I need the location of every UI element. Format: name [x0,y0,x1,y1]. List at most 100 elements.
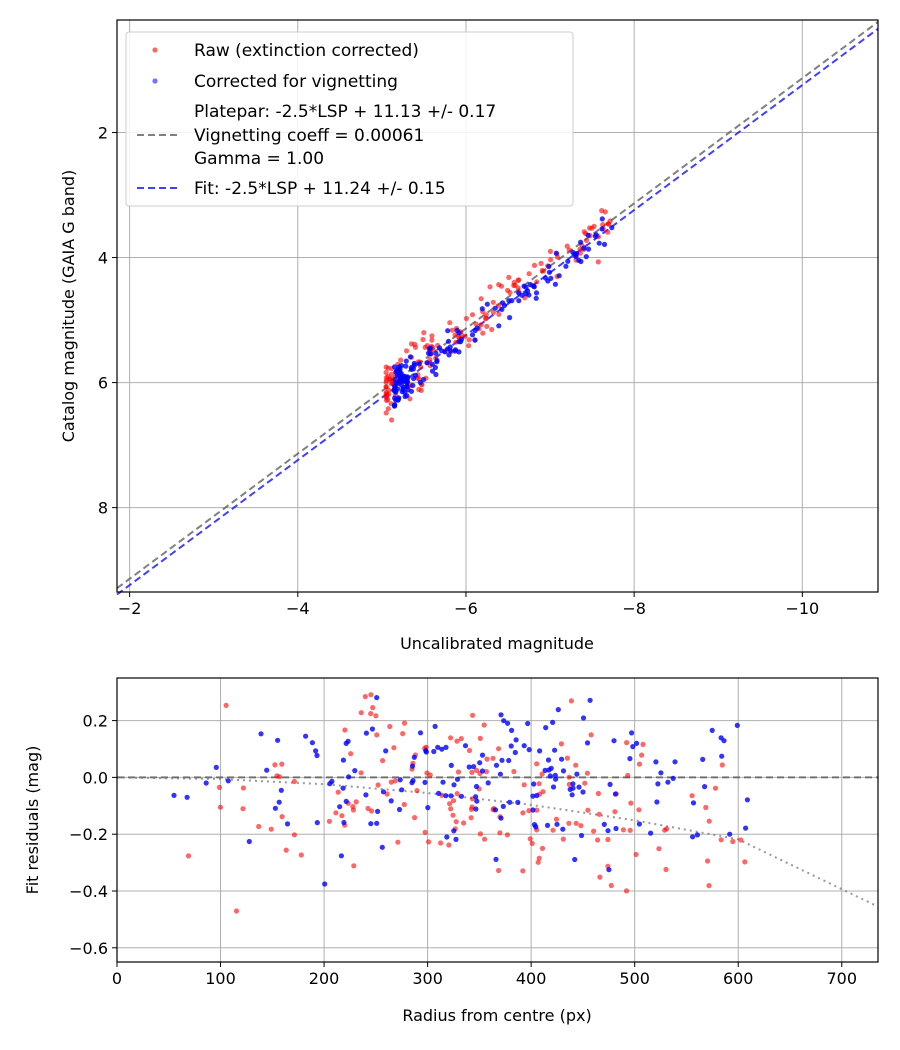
data-point [461,820,467,826]
data-point [497,771,503,777]
data-point [427,345,433,351]
data-point [584,770,591,776]
data-point [353,799,359,805]
data-point [612,809,618,815]
data-point [627,827,633,833]
data-point [443,744,449,751]
data-point [690,800,697,806]
data-point [607,218,613,224]
data-point [225,778,231,784]
data-point [591,828,597,834]
data-point [539,845,546,852]
data-point [379,844,385,850]
x-tick-label: 0 [112,969,122,988]
data-point [509,727,515,734]
data-point [533,290,540,296]
data-point [474,325,480,331]
bottom-grid [116,678,878,962]
legend-fit-label: Fit: -2.5*LSP + 11.24 +/- 0.15 [194,179,446,199]
data-point [348,751,354,757]
data-point [483,769,489,775]
data-point [291,832,297,838]
data-point [373,713,379,719]
data-point [448,735,454,741]
data-point [425,805,431,811]
data-point [409,763,416,769]
data-point [487,284,493,290]
data-point [283,847,289,853]
data-point [446,842,452,848]
data-point [449,327,455,333]
data-point [333,810,339,816]
data-point [469,332,476,338]
data-point [429,333,435,339]
data-point [369,726,375,732]
data-point [358,710,364,716]
data-point [553,816,560,822]
data-point [694,832,701,838]
data-point [340,757,346,763]
data-point [339,813,345,819]
data-point [513,737,519,743]
data-point [512,749,518,756]
data-point [515,285,521,291]
top-x-axis-label: Uncalibrated magnitude [400,634,594,653]
data-point [573,820,579,826]
data-point [233,908,240,914]
data-point [634,740,640,747]
data-point [533,295,539,301]
data-point [578,823,584,829]
data-point [474,767,480,774]
data-point [595,259,601,265]
data-point [389,417,395,423]
data-point [526,808,532,814]
data-point [504,832,510,838]
data-point [482,836,488,842]
data-point [454,327,460,333]
data-point [401,720,408,726]
y-tick-label: 4 [98,249,108,268]
data-point [474,798,480,804]
data-point [479,752,486,758]
data-point [490,755,496,761]
data-point [534,761,540,767]
data-point [397,777,403,783]
data-point [506,757,512,764]
data-point [375,808,381,815]
data-point [483,312,489,318]
data-point [184,794,190,800]
data-point [404,348,410,354]
data-point [496,867,502,874]
data-point [665,779,671,785]
data-point [507,315,513,321]
data-point [628,800,634,806]
data-point [719,753,725,759]
data-point [596,811,602,817]
data-point [744,797,751,803]
data-point [602,209,608,215]
data-point [705,858,711,864]
data-point [672,759,678,765]
data-point [550,784,557,790]
data-point [429,361,435,367]
data-point [587,697,593,703]
data-point [742,859,748,865]
data-point [383,379,389,385]
magnitude-calibration-chart: −2 −4 −6 −8 −10 2 4 6 8 Raw (extinction correcte… [59,19,879,653]
data-point [498,815,504,821]
legend-platepar-label-line3: Gamma = 1.00 [194,149,324,169]
data-point [633,851,639,858]
data-point [404,383,410,389]
residuals-chart: 0 100 200 300 400 500 600 700 0.2 0.0 −0.2 −0.4 −0.6… [23,677,879,1025]
data-point [298,852,304,858]
data-point [498,712,504,718]
data-point [527,836,533,842]
data-point [276,774,283,780]
data-point [433,371,439,378]
data-point [596,240,602,246]
data-point [601,241,608,247]
data-point [565,258,571,264]
data-point [427,772,433,778]
data-point [706,883,712,889]
